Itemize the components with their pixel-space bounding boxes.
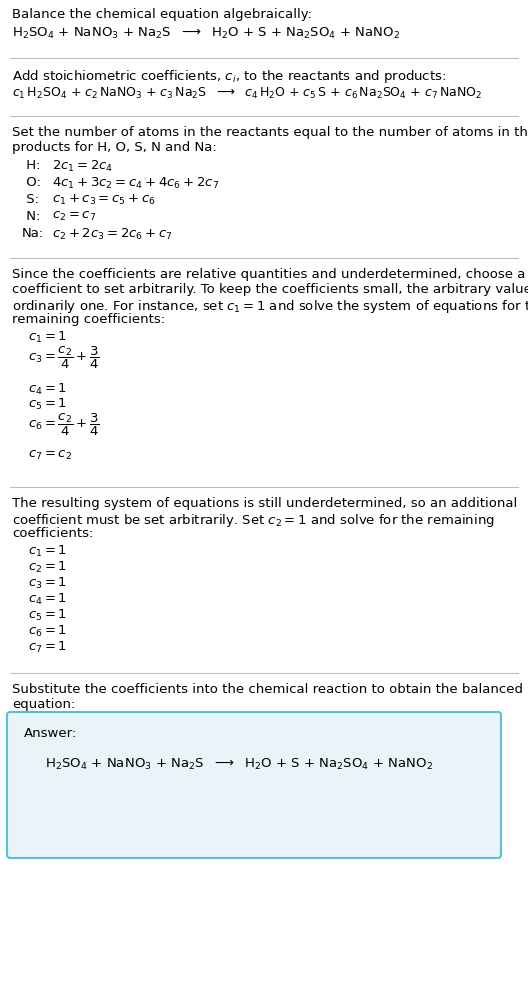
Text: $4\mathit{c}_1 + 3\mathit{c}_2 = \mathit{c}_4 + 4\mathit{c}_6 + 2\mathit{c}_7$: $4\mathit{c}_1 + 3\mathit{c}_2 = \mathit… [52,176,219,191]
Text: O:: O: [22,176,41,189]
Text: $\mathit{c}_1 + \mathit{c}_3 = \mathit{c}_5 + \mathit{c}_6$: $\mathit{c}_1 + \mathit{c}_3 = \mathit{c… [52,193,156,207]
Text: $\mathit{c}_7 = 1$: $\mathit{c}_7 = 1$ [28,640,67,655]
Text: S:: S: [22,193,39,206]
Text: coefficient must be set arbitrarily. Set $\mathit{c}_2 = 1$ and solve for the re: coefficient must be set arbitrarily. Set… [12,512,495,529]
Text: ordinarily one. For instance, set $\mathit{c}_1 = 1$ and solve the system of equ: ordinarily one. For instance, set $\math… [12,298,528,315]
Text: coefficients:: coefficients: [12,527,93,540]
Text: $\mathit{c}_3 = \dfrac{\mathit{c}_2}{4} + \dfrac{3}{4}$: $\mathit{c}_3 = \dfrac{\mathit{c}_2}{4} … [28,345,100,371]
Text: $\mathit{c}_3 = 1$: $\mathit{c}_3 = 1$ [28,576,67,591]
Text: $\mathit{c}_5 = 1$: $\mathit{c}_5 = 1$ [28,608,67,623]
Text: Since the coefficients are relative quantities and underdetermined, choose a: Since the coefficients are relative quan… [12,268,525,281]
Text: $\mathit{c}_4 = 1$: $\mathit{c}_4 = 1$ [28,592,67,607]
Text: $\mathit{c}_7 = \mathit{c}_2$: $\mathit{c}_7 = \mathit{c}_2$ [28,449,72,462]
Text: The resulting system of equations is still underdetermined, so an additional: The resulting system of equations is sti… [12,497,517,510]
Text: $2\mathit{c}_1 = 2\mathit{c}_4$: $2\mathit{c}_1 = 2\mathit{c}_4$ [52,159,114,174]
Text: Substitute the coefficients into the chemical reaction to obtain the balanced: Substitute the coefficients into the che… [12,683,523,696]
Text: $\mathregular{H_2SO_4}$ + $\mathregular{NaNO_3}$ + $\mathregular{Na_2S}$  $\long: $\mathregular{H_2SO_4}$ + $\mathregular{… [45,757,433,772]
Text: Balance the chemical equation algebraically:: Balance the chemical equation algebraica… [12,8,312,21]
Text: coefficient to set arbitrarily. To keep the coefficients small, the arbitrary va: coefficient to set arbitrarily. To keep … [12,283,528,296]
Text: $\mathit{c}_6 = 1$: $\mathit{c}_6 = 1$ [28,624,67,640]
Text: N:: N: [22,210,40,223]
Text: Answer:: Answer: [24,727,77,740]
Text: $\mathit{c}_2 + 2\mathit{c}_3 = 2\mathit{c}_6 + \mathit{c}_7$: $\mathit{c}_2 + 2\mathit{c}_3 = 2\mathit… [52,227,173,243]
Text: Set the number of atoms in the reactants equal to the number of atoms in the: Set the number of atoms in the reactants… [12,126,528,139]
Text: $\mathit{c}_6 = \dfrac{\mathit{c}_2}{4} + \dfrac{3}{4}$: $\mathit{c}_6 = \dfrac{\mathit{c}_2}{4} … [28,412,100,439]
Text: remaining coefficients:: remaining coefficients: [12,313,165,326]
Text: products for H, O, S, N and Na:: products for H, O, S, N and Na: [12,141,217,154]
Text: Na:: Na: [22,227,44,240]
Text: H:: H: [22,159,41,172]
Text: $\mathit{c}_4 = 1$: $\mathit{c}_4 = 1$ [28,382,67,397]
Text: $\mathregular{H_2SO_4}$ + $\mathregular{NaNO_3}$ + $\mathregular{Na_2S}$  $\long: $\mathregular{H_2SO_4}$ + $\mathregular{… [12,26,400,42]
FancyBboxPatch shape [7,712,501,858]
Text: $\mathit{c}_5 = 1$: $\mathit{c}_5 = 1$ [28,397,67,412]
Text: $\mathit{c}_2 = \mathit{c}_7$: $\mathit{c}_2 = \mathit{c}_7$ [52,210,96,223]
Text: $\mathit{c}_2 = 1$: $\mathit{c}_2 = 1$ [28,560,67,575]
Text: $\mathit{c}_1\, \mathregular{H_2SO_4}$ $+$ $\mathit{c}_2\, \mathregular{NaNO_3}$: $\mathit{c}_1\, \mathregular{H_2SO_4}$ $… [12,86,482,101]
Text: $\mathit{c}_1 = 1$: $\mathit{c}_1 = 1$ [28,330,67,346]
Text: Add stoichiometric coefficients, $\mathit{c}_i$, to the reactants and products:: Add stoichiometric coefficients, $\mathi… [12,68,446,85]
Text: equation:: equation: [12,698,76,711]
Text: $\mathit{c}_1 = 1$: $\mathit{c}_1 = 1$ [28,544,67,559]
